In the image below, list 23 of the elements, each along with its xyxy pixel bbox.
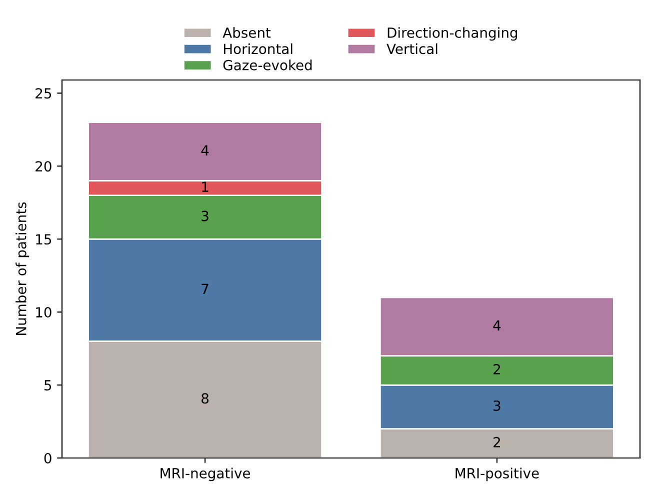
y-tick-label: 10 <box>36 307 52 318</box>
data-label: 2 <box>494 436 500 448</box>
data-label: 3 <box>494 400 500 411</box>
y-tick-label: 15 <box>36 234 52 245</box>
y-tick-label: 5 <box>44 380 52 390</box>
legend-label: Direction-changing <box>388 27 518 41</box>
data-label: 4 <box>201 145 209 156</box>
data-label: 2 <box>494 364 500 374</box>
data-label: 8 <box>202 393 209 404</box>
legend-label: Gaze-evoked <box>223 60 312 70</box>
legend-label: Horizontal <box>224 43 292 54</box>
x-tick-label: MRI-negative <box>160 468 250 482</box>
y-axis-title: Number of patients <box>16 202 30 335</box>
y-tick-label: 20 <box>36 161 52 172</box>
legend-label: Vertical <box>386 43 438 54</box>
x-tick-label: MRI-positive <box>456 468 539 482</box>
data-label: 3 <box>202 210 208 222</box>
legend-label: Absent <box>222 27 271 38</box>
y-tick-label: 0 <box>44 452 52 464</box>
data-label: 4 <box>493 320 501 330</box>
y-tick-label: 25 <box>36 88 52 99</box>
data-label: 1 <box>202 182 208 192</box>
data-label: 7 <box>202 284 208 294</box>
